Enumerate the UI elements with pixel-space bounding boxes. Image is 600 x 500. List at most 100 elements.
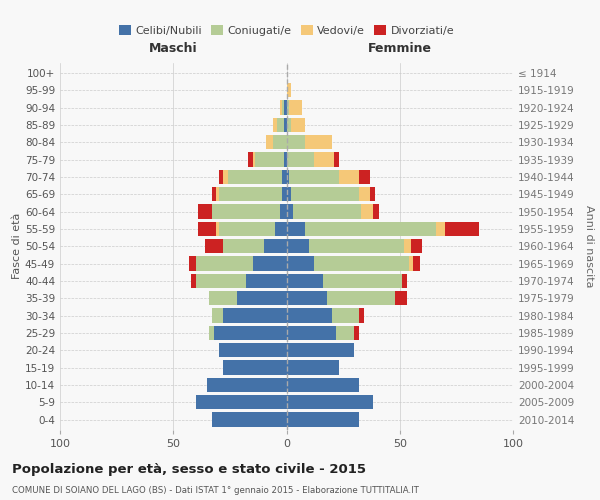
Bar [280,204,287,218]
Bar [289,100,302,114]
Bar [287,170,289,184]
Bar [413,256,420,270]
Bar [327,291,395,306]
Bar [275,222,287,236]
Bar [287,222,305,236]
Bar [223,308,287,322]
Bar [287,152,314,166]
Bar [209,326,214,340]
Bar [198,204,212,218]
Bar [287,412,359,426]
Bar [209,291,236,306]
Bar [253,152,255,166]
Bar [223,360,287,374]
Bar [291,187,359,202]
Bar [332,308,359,322]
Bar [436,222,445,236]
Bar [214,326,287,340]
Bar [216,187,218,202]
Bar [409,256,413,270]
Bar [373,204,379,218]
Bar [359,187,370,202]
Bar [273,118,277,132]
Bar [404,239,411,254]
Bar [212,412,287,426]
Bar [314,256,409,270]
Bar [287,343,355,357]
Text: COMUNE DI SOIANO DEL LAGO (BS) - Dati ISTAT 1° gennaio 2015 - Elaborazione TUTTI: COMUNE DI SOIANO DEL LAGO (BS) - Dati IS… [12,486,419,495]
Bar [255,152,284,166]
Bar [287,204,293,218]
Bar [223,170,227,184]
Text: Maschi: Maschi [149,42,197,55]
Bar [402,274,407,288]
Text: Femmine: Femmine [368,42,432,55]
Bar [323,274,402,288]
Bar [282,187,287,202]
Bar [223,239,264,254]
Y-axis label: Anni di nascita: Anni di nascita [584,205,594,288]
Bar [212,204,280,218]
Bar [287,326,337,340]
Bar [291,118,305,132]
Bar [191,274,196,288]
Bar [287,83,291,98]
Bar [361,204,373,218]
Bar [287,291,327,306]
Bar [196,256,253,270]
Bar [196,395,287,409]
Bar [287,239,309,254]
Bar [287,378,359,392]
Bar [305,135,332,150]
Bar [287,308,332,322]
Bar [218,222,275,236]
Bar [287,100,289,114]
Bar [216,222,218,236]
Bar [293,204,361,218]
Bar [212,308,223,322]
Bar [289,170,338,184]
Bar [264,239,287,254]
Bar [218,343,287,357]
Bar [236,291,287,306]
Bar [218,187,282,202]
Bar [355,326,359,340]
Bar [309,239,404,254]
Bar [253,256,287,270]
Text: Popolazione per età, sesso e stato civile - 2015: Popolazione per età, sesso e stato civil… [12,462,366,475]
Bar [287,360,338,374]
Bar [280,100,282,114]
Bar [207,378,287,392]
Bar [359,170,370,184]
Bar [359,308,364,322]
Bar [287,135,305,150]
Bar [284,152,287,166]
Bar [277,118,284,132]
Bar [314,152,334,166]
Bar [284,118,287,132]
Bar [227,170,282,184]
Legend: Celibi/Nubili, Coniugati/e, Vedovi/e, Divorziati/e: Celibi/Nubili, Coniugati/e, Vedovi/e, Di… [115,20,458,40]
Bar [337,326,355,340]
Bar [334,152,338,166]
Bar [248,152,253,166]
Y-axis label: Fasce di età: Fasce di età [12,213,22,280]
Bar [282,100,284,114]
Bar [445,222,479,236]
Bar [338,170,359,184]
Bar [395,291,407,306]
Bar [212,187,216,202]
Bar [287,274,323,288]
Bar [370,187,375,202]
Bar [284,100,287,114]
Bar [411,239,422,254]
Bar [287,118,291,132]
Bar [266,135,273,150]
Bar [246,274,287,288]
Bar [287,187,291,202]
Bar [287,395,373,409]
Bar [287,256,314,270]
Bar [205,239,223,254]
Bar [198,222,216,236]
Bar [282,170,287,184]
